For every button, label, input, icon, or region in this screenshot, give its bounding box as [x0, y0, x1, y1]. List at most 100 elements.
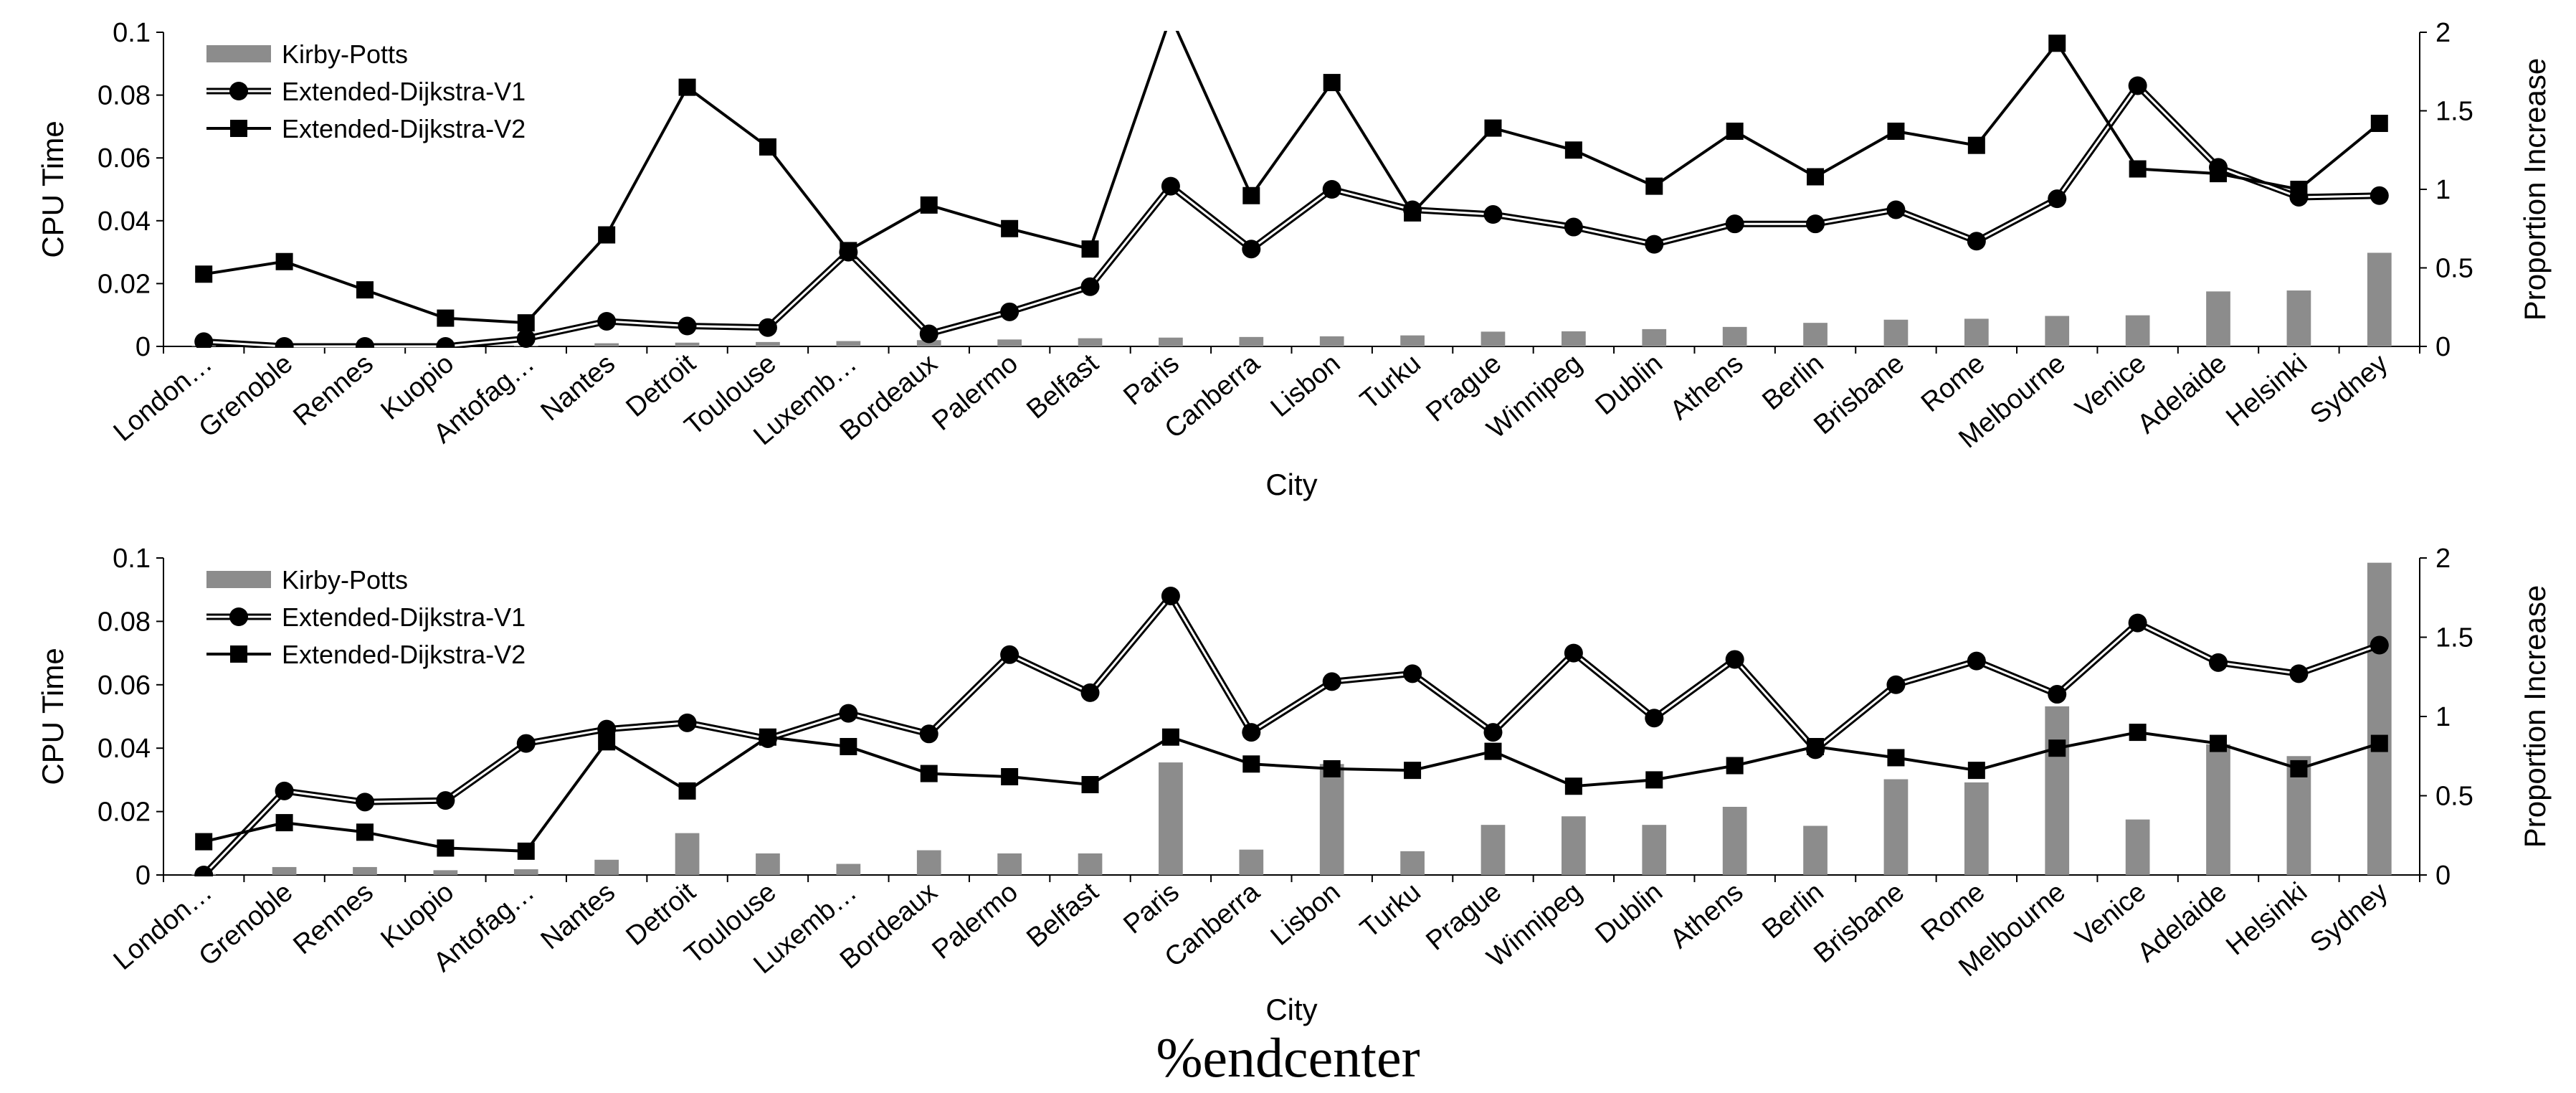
panel2-line-extended-dijkstra-v1-point: [2048, 685, 2067, 704]
panel1-line-extended-dijkstra-v1-point: [275, 337, 294, 348]
panel2-line-extended-dijkstra-v2-point: [195, 833, 213, 851]
panel1-line-extended-dijkstra-v1-inner: [204, 84, 2380, 348]
panel1-x-axis-title: City: [1265, 468, 1317, 501]
panel2-line-extended-dijkstra-v2-point: [275, 814, 293, 832]
panel2-bar-kirby-potts: [1239, 849, 1264, 875]
panel2-x-axis-title: City: [1265, 993, 1317, 1026]
panel1-line-extended-dijkstra-v2-point: [1807, 168, 1825, 186]
panel1-ytick-label: 0.1: [113, 18, 151, 48]
panel2-line-extended-dijkstra-v2-point: [2048, 739, 2066, 757]
panel2-line-extended-dijkstra-v1-point: [839, 704, 858, 723]
panel2-bar-kirby-potts: [836, 863, 861, 875]
panel2-line-extended-dijkstra-v2-point: [1645, 771, 1663, 789]
panel2-line-extended-dijkstra-v2-point: [840, 737, 857, 755]
panel1-xtick-label: Palermo: [927, 349, 1024, 437]
panel1-bar-kirby-potts: [756, 341, 780, 346]
panel1-legend-extended-dijkstra-v2-label: Extended-Dijkstra-V2: [282, 114, 526, 143]
panel1-bar-kirby-potts: [1642, 328, 1667, 346]
panel2-bar-kirby-potts: [1400, 851, 1425, 875]
panel2-line-extended-dijkstra-v2-point: [1404, 762, 1422, 780]
panel2-line-extended-dijkstra-v2-point: [1081, 776, 1099, 794]
panel2-bar-kirby-potts: [1722, 806, 1747, 875]
panel1-xtick-label: Turku: [1355, 349, 1427, 416]
panel1-line-extended-dijkstra-v2-point: [1564, 141, 1582, 159]
panel2-line-extended-dijkstra-v2-point: [2210, 734, 2228, 752]
panel2-line-extended-dijkstra-v1-point: [436, 791, 455, 810]
panel1-xtick-label: Rennes: [287, 349, 379, 432]
panel2-line-extended-dijkstra-v1-point: [1564, 643, 1583, 663]
panel1-bar-kirby-potts: [1803, 323, 1828, 346]
panel2-line-extended-dijkstra-v2-point: [356, 823, 374, 841]
panel2-line-extended-dijkstra-v1-point: [1242, 723, 1261, 742]
panel1-line-extended-dijkstra-v2-point: [759, 138, 776, 156]
panel2-bar-kirby-potts: [2045, 706, 2070, 875]
panel2-bar-kirby-potts: [272, 866, 297, 875]
panel2-bar-kirby-potts: [1562, 816, 1586, 875]
panel1-xtick-label: Sydney: [2304, 349, 2393, 430]
panel2-bar-kirby-potts: [1964, 782, 1989, 875]
panel2-bar-kirby-potts: [916, 850, 941, 875]
panel2-line-extended-dijkstra-v2-point: [759, 728, 776, 746]
panel1-legend-extended-dijkstra-v2-swatch-marker: [230, 120, 247, 137]
panel1-line-extended-dijkstra-v1-point: [1322, 180, 1341, 199]
panel2-line-extended-dijkstra-v1-point: [2289, 664, 2309, 683]
panel1-line-extended-dijkstra-v1-point: [436, 337, 455, 348]
panel1-line-extended-dijkstra-v2-point: [1323, 74, 1341, 92]
panel1-ytick-label: 0.08: [98, 81, 151, 111]
panel2-line-extended-dijkstra-v2-point: [678, 782, 696, 800]
panel1-line-extended-dijkstra-v2-point: [1484, 119, 1502, 137]
panel2-ytick-label: 0.08: [98, 607, 151, 637]
panel1-line-extended-dijkstra-v2-point: [2370, 115, 2388, 133]
panel1-line-extended-dijkstra-v2: [203, 31, 2381, 325]
panel1-line-extended-dijkstra-v1-point: [1000, 302, 1020, 321]
panel1-bar-kirby-potts: [1078, 338, 1103, 346]
panel2-line-extended-dijkstra-v2-point: [2129, 724, 2147, 742]
panel2-bar-kirby-potts: [1159, 762, 1183, 875]
panel2-y-axis-title: CPU Time: [36, 648, 70, 785]
panel2-xtick-label: Nantes: [536, 877, 621, 956]
panel2-line-extended-dijkstra-v2-point: [1001, 767, 1019, 785]
panel2-line-extended-dijkstra-v2-point: [2370, 734, 2388, 752]
panel2-y2tick-label: 0: [2435, 861, 2451, 891]
panel2-line-extended-dijkstra-v1-point: [355, 792, 374, 812]
panel1-line-extended-dijkstra-v2-point: [437, 309, 455, 327]
panel2-bar-kirby-potts: [594, 859, 619, 875]
panel1-bar-kirby-potts: [2286, 290, 2311, 346]
panel1-bar-kirby-potts: [594, 343, 619, 346]
panel1-line-extended-dijkstra-v2-point: [920, 196, 938, 214]
panel1-ytick-label: 0.02: [98, 269, 151, 299]
panel2-plot-area: [191, 562, 2392, 876]
panel1-bar-kirby-potts: [1481, 331, 1506, 346]
panel2-xtick-label: Turku: [1355, 877, 1427, 945]
panel1-bar-kirby-potts: [2206, 291, 2230, 346]
panel2-line-extended-dijkstra-v2-point: [1484, 742, 1502, 760]
panel2-line-extended-dijkstra-v1-point: [2209, 653, 2228, 672]
panel2-bar-kirby-potts: [2125, 819, 2150, 875]
panel2-line-extended-dijkstra-v1-point: [1161, 587, 1180, 606]
panel1-line-extended-dijkstra-v2-point: [517, 314, 535, 332]
panel1-line-extended-dijkstra-v1-point: [1886, 200, 1906, 219]
panel1-bar-kirby-potts: [675, 342, 700, 346]
panel2-line-extended-dijkstra-v2-point: [1161, 728, 1179, 746]
panel2-xtick-label: London…: [108, 877, 218, 976]
panel1-ytick-label: 0.04: [98, 207, 151, 237]
panel1-xtick-label: Dublin: [1590, 349, 1669, 421]
panel2-line-extended-dijkstra-v2-point: [1726, 757, 1744, 775]
panel1-bar-kirby-potts: [1159, 337, 1183, 346]
panel1-y2tick-label: 0.5: [2435, 254, 2473, 284]
panel2-line-extended-dijkstra-v2-point: [2290, 760, 2308, 777]
panel1-bar-kirby-potts: [1964, 318, 1989, 346]
panel2-line-extended-dijkstra-v2-point: [920, 765, 938, 782]
panel1-y2-axis-title: Proportion Increase: [2518, 58, 2552, 321]
panel2-ytick-label: 0.02: [98, 798, 151, 828]
panel2-bar-kirby-potts: [1319, 764, 1344, 875]
panel2-bar-kirby-potts: [2206, 744, 2230, 875]
panel2-y2tick-label: 1: [2435, 702, 2451, 732]
panel2-bar-kirby-potts: [433, 870, 458, 875]
panel1-line-extended-dijkstra-v1-point: [516, 329, 536, 348]
panel1-y-axis-title: CPU Time: [36, 120, 70, 257]
panel1-line-extended-dijkstra-v2-point: [1967, 136, 1985, 154]
panel2-line-extended-dijkstra-v1-point: [678, 713, 697, 732]
panel1-line-extended-dijkstra-v2-point: [2290, 181, 2308, 198]
panel2-line-extended-dijkstra-v1-point: [1725, 650, 1744, 669]
